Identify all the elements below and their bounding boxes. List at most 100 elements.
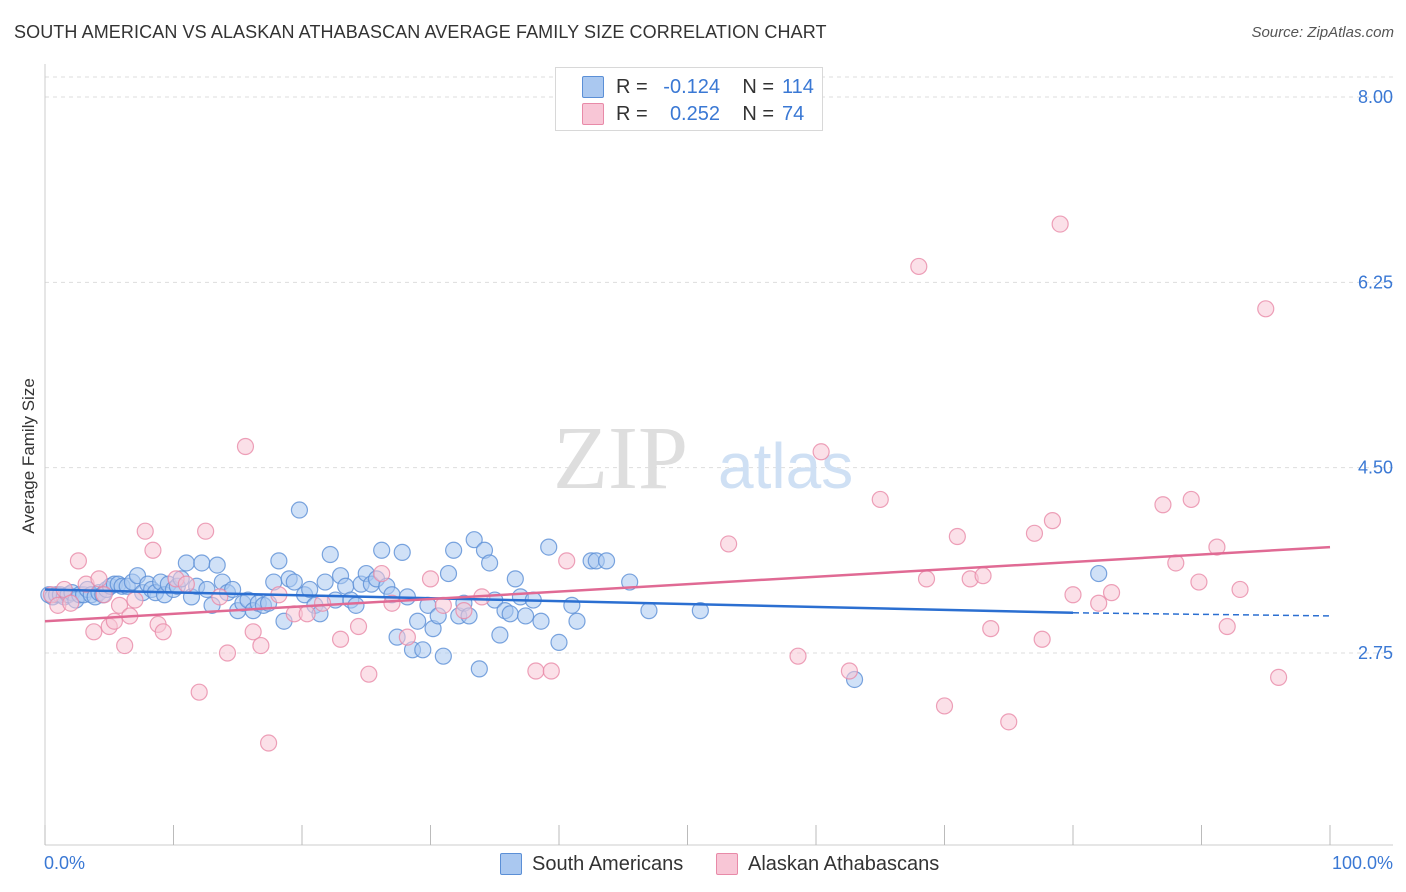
- south-americans-point: [316, 573, 334, 591]
- y-tick-label: 2.75: [1358, 643, 1393, 663]
- watermark-atlas: atlas: [718, 430, 853, 502]
- alaskan-athabascans-point: [1025, 524, 1044, 542]
- x-tick-label-min: 0.0%: [44, 853, 85, 873]
- alaskan-athabascans-point: [948, 527, 966, 546]
- alaskan-athabascans-point: [298, 605, 316, 623]
- alaskan-athabascans-point: [154, 623, 172, 641]
- south-americans-point: [516, 607, 535, 625]
- south-americans-point: [414, 641, 432, 659]
- bottom-legend-label: South Americans: [532, 852, 684, 875]
- alaskan-athabascans-point: [218, 644, 237, 662]
- alaskan-athabascans-point: [542, 662, 560, 680]
- alaskan-athabascans-point: [455, 602, 473, 620]
- watermark: ZIP: [553, 409, 688, 508]
- south-americans-point: [347, 596, 365, 614]
- alaskan-athabascans-point: [812, 443, 830, 461]
- y-tick-label: 8.00: [1358, 87, 1393, 107]
- alaskan-athabascans-point: [1190, 573, 1208, 591]
- south-americans-point: [691, 602, 709, 620]
- south-americans-point: [290, 501, 309, 519]
- alaskan-athabascans-point: [90, 570, 108, 588]
- alaskan-athabascans-point: [110, 596, 129, 614]
- alaskan-athabascans-point: [1064, 586, 1082, 604]
- alaskan-athabascans-point: [982, 620, 1000, 638]
- alaskan-athabascans-point: [1182, 490, 1200, 509]
- legend-n-value: 114: [782, 75, 814, 98]
- alaskan-athabascans-point: [244, 623, 262, 641]
- alaskan-athabascans-point: [144, 541, 162, 559]
- alaskan-athabascans-point: [421, 570, 440, 588]
- chart-title: SOUTH AMERICAN VS ALASKAN ATHABASCAN AVE…: [14, 22, 827, 42]
- bottom-legend-south-americans: South Americans: [500, 852, 683, 876]
- alaskan-athabascans-point: [190, 683, 208, 701]
- alaskan-athabascans-point: [383, 594, 401, 612]
- source-label: Source: ZipAtlas.com: [1251, 24, 1394, 41]
- alaskan-athabascans-point: [360, 665, 378, 683]
- alaskan-athabascans-point: [1231, 580, 1249, 599]
- y-tick-label: 4.50: [1358, 458, 1393, 478]
- south-americans-point: [434, 647, 452, 665]
- alaskan-athabascans-point: [558, 552, 576, 570]
- legend-r-label: R =: [616, 75, 648, 98]
- alaskan-athabascans-point: [1043, 512, 1062, 530]
- alaskan-athabascans-points: [42, 215, 1288, 752]
- south-americans-point: [550, 633, 568, 652]
- alaskan-athabascans-point: [1208, 538, 1226, 556]
- alaskan-athabascans-point: [126, 591, 144, 609]
- alaskan-athabascans-point: [1269, 668, 1288, 686]
- alaskan-athabascans-point: [1051, 215, 1069, 233]
- alaskan-athabascans-point: [1154, 496, 1172, 514]
- bottom-legend-alaskan-athabascans: Alaskan Athabascans: [716, 852, 939, 876]
- bottom-legend-label: Alaskan Athabascans: [748, 852, 940, 875]
- south-americans-point: [193, 554, 211, 572]
- south-americans-point: [470, 660, 488, 678]
- south-americans-point: [597, 552, 616, 570]
- alaskan-athabascans-point: [197, 522, 215, 540]
- y-tick-label: 6.25: [1358, 272, 1393, 292]
- legend-n-value: 74: [782, 102, 805, 125]
- alaskan-athabascans-point: [85, 623, 103, 641]
- alaskan-athabascans-point: [313, 594, 332, 612]
- y-axis-label: Average Family Size: [19, 378, 38, 534]
- south-americans-point: [177, 554, 195, 572]
- south-americans-point: [439, 564, 458, 583]
- alaskan-athabascans-point: [1090, 594, 1108, 612]
- alaskan-athabascans-point: [917, 570, 936, 588]
- alaskan-athabascans-point: [789, 647, 807, 665]
- grid-layer: 2.75 4.50 6.25 8.00: [45, 76, 1393, 663]
- south-americans-point: [568, 612, 586, 630]
- south-americans-point: [640, 602, 658, 620]
- south-americans-trend-extension: [1072, 612, 1331, 617]
- south-americans-point: [321, 545, 339, 564]
- alaskan-athabascans-point: [252, 636, 270, 655]
- alaskan-athabascans-point: [259, 734, 278, 752]
- south-americans-point: [540, 538, 558, 556]
- south-americans-point: [270, 552, 288, 570]
- alaskan-athabascans-point: [398, 628, 416, 646]
- alaskan-athabascans-point: [105, 612, 123, 630]
- south-americans-point: [563, 596, 581, 614]
- south-americans-point: [481, 554, 499, 572]
- alaskan-athabascans-point: [910, 257, 928, 276]
- alaskan-athabascans-point: [974, 567, 992, 585]
- alaskan-athabascans-trend-line: [44, 545, 1331, 623]
- south-americans-point: [445, 541, 463, 559]
- alaskan-athabascans-point: [116, 636, 134, 655]
- legend-r-label: R =: [616, 102, 648, 125]
- alaskan-athabascans-point: [236, 437, 255, 456]
- alaskan-athabascans-point: [177, 575, 195, 593]
- alaskan-athabascans-point: [95, 586, 113, 604]
- correlation-legend: R = -0.124 N = 114 R = 0.252 N = 74: [555, 67, 823, 131]
- bottom-legend-swatch-blue: [500, 853, 522, 875]
- trend-lines: [44, 545, 1331, 623]
- alaskan-athabascans-point: [69, 552, 88, 570]
- south-americans-point: [373, 541, 391, 559]
- south-americans-point: [285, 573, 303, 591]
- alaskan-athabascans-point: [62, 594, 80, 612]
- legend-row-alaskan-athabascans: R = 0.252 N = 74: [582, 101, 826, 127]
- legend-r-value: -0.124: [663, 75, 720, 98]
- alaskan-athabascans-point: [211, 588, 229, 606]
- south-americans-point: [532, 612, 550, 630]
- bottom-legend-swatch-pink: [716, 853, 738, 875]
